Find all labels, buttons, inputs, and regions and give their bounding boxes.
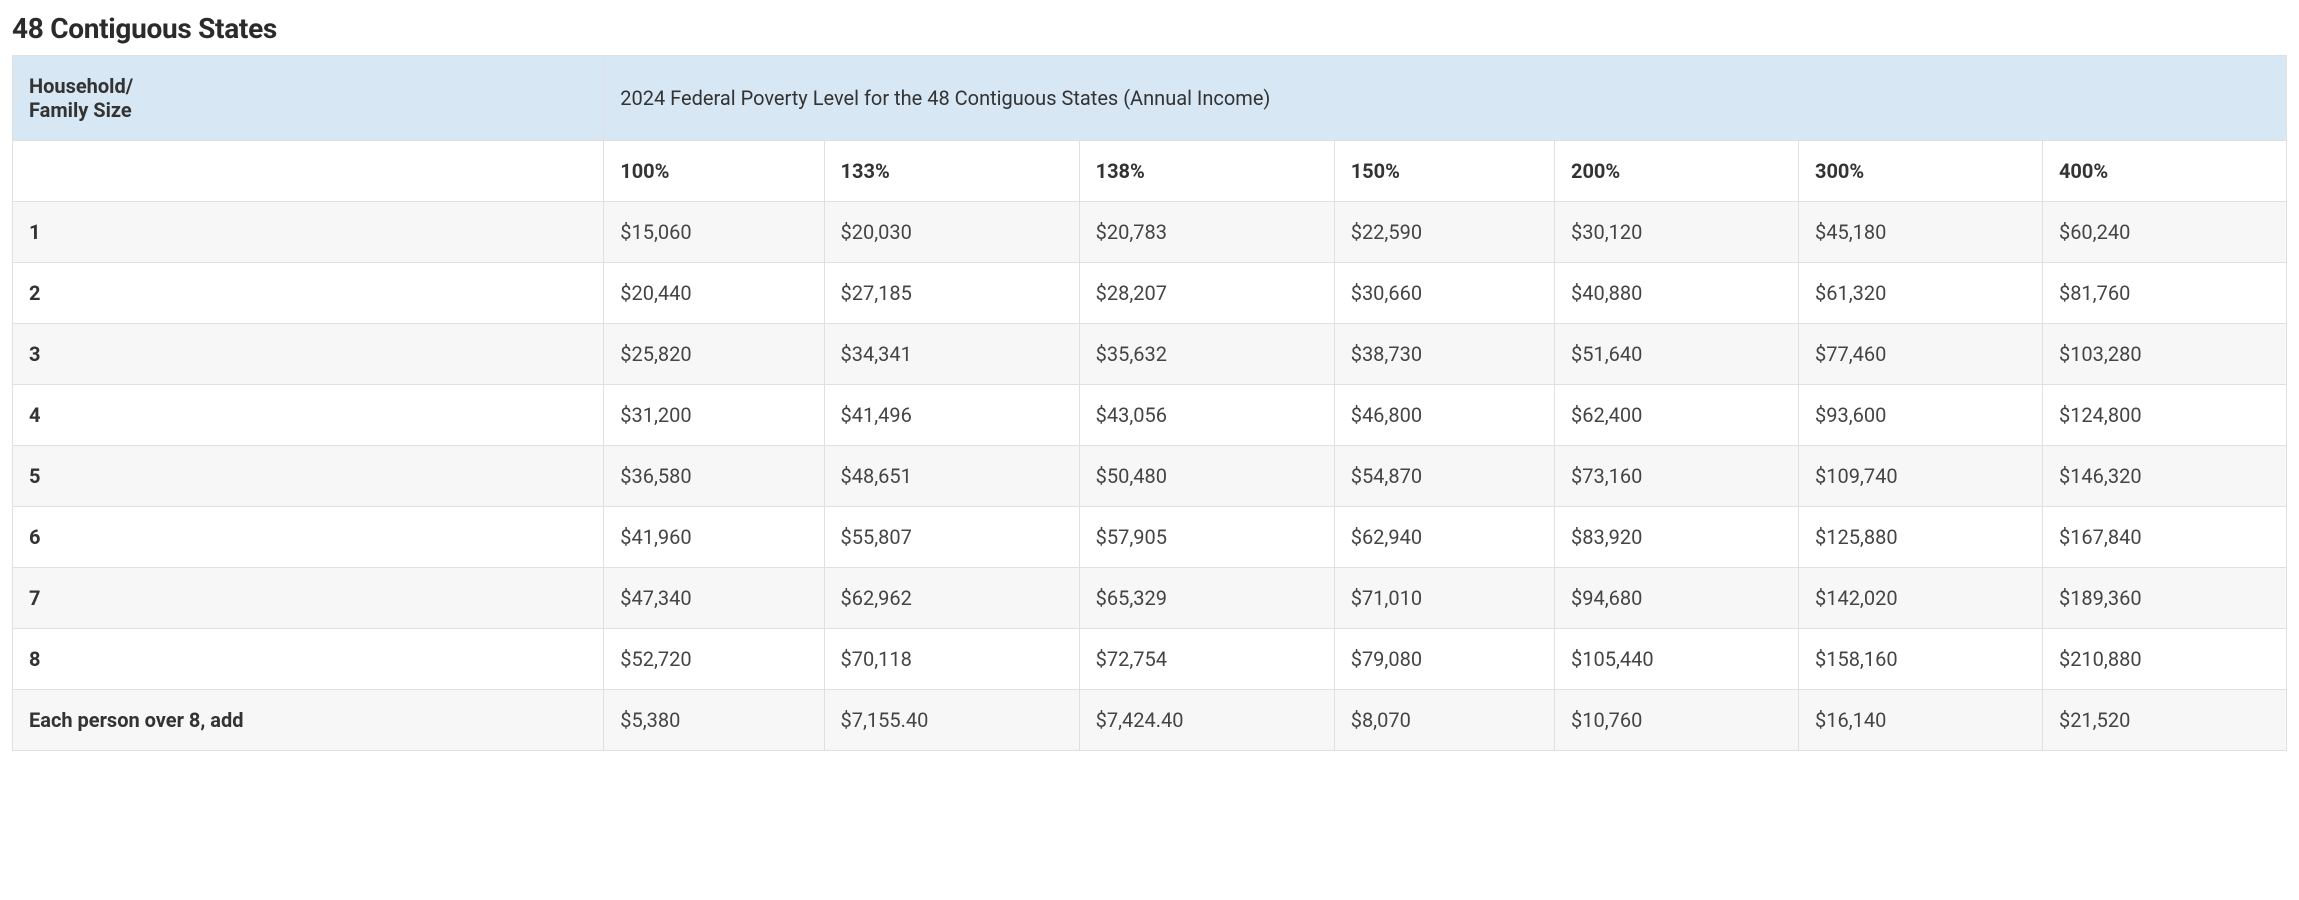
table-row: 7$47,340$62,962$65,329$71,010$94,680$142…	[13, 568, 2287, 629]
percent-header: 300%	[1798, 141, 2042, 202]
page-title: 48 Contiguous States	[12, 12, 2287, 45]
cell: $16,140	[1798, 690, 2042, 751]
cell: $41,496	[824, 385, 1079, 446]
row-label: 5	[13, 446, 604, 507]
percent-header: 400%	[2042, 141, 2286, 202]
cell: $40,880	[1554, 263, 1798, 324]
cell: $72,754	[1079, 629, 1334, 690]
percent-header: 133%	[824, 141, 1079, 202]
cell: $167,840	[2042, 507, 2286, 568]
table-row: 8$52,720$70,118$72,754$79,080$105,440$15…	[13, 629, 2287, 690]
cell: $20,783	[1079, 202, 1334, 263]
table-row: 2$20,440$27,185$28,207$30,660$40,880$61,…	[13, 263, 2287, 324]
percent-header: 138%	[1079, 141, 1334, 202]
row-label: 8	[13, 629, 604, 690]
cell: $189,360	[2042, 568, 2286, 629]
cell: $62,400	[1554, 385, 1798, 446]
household-size-header-line2: Family Size	[29, 98, 132, 122]
cell: $47,340	[604, 568, 824, 629]
cell: $62,962	[824, 568, 1079, 629]
cell: $34,341	[824, 324, 1079, 385]
cell: $27,185	[824, 263, 1079, 324]
table-row: 6$41,960$55,807$57,905$62,940$83,920$125…	[13, 507, 2287, 568]
cell: $77,460	[1798, 324, 2042, 385]
cell: $43,056	[1079, 385, 1334, 446]
table-body: 1$15,060$20,030$20,783$22,590$30,120$45,…	[13, 202, 2287, 751]
cell: $51,640	[1554, 324, 1798, 385]
table-header-row: Household/ Family Size 2024 Federal Pove…	[13, 56, 2287, 141]
cell: $50,480	[1079, 446, 1334, 507]
row-label: 1	[13, 202, 604, 263]
cell: $94,680	[1554, 568, 1798, 629]
cell: $142,020	[1798, 568, 2042, 629]
cell: $105,440	[1554, 629, 1798, 690]
cell: $8,070	[1334, 690, 1554, 751]
table-row: 1$15,060$20,030$20,783$22,590$30,120$45,…	[13, 202, 2287, 263]
cell: $83,920	[1554, 507, 1798, 568]
cell: $81,760	[2042, 263, 2286, 324]
cell: $25,820	[604, 324, 824, 385]
percent-header: 100%	[604, 141, 824, 202]
cell: $93,600	[1798, 385, 2042, 446]
cell: $35,632	[1079, 324, 1334, 385]
cell: $109,740	[1798, 446, 2042, 507]
household-size-header: Household/ Family Size	[13, 56, 604, 141]
row-label: 2	[13, 263, 604, 324]
table-row: Each person over 8, add$5,380$7,155.40$7…	[13, 690, 2287, 751]
cell: $60,240	[2042, 202, 2286, 263]
cell: $20,030	[824, 202, 1079, 263]
cell: $41,960	[604, 507, 824, 568]
table-row: 4$31,200$41,496$43,056$46,800$62,400$93,…	[13, 385, 2287, 446]
cell: $15,060	[604, 202, 824, 263]
cell: $21,520	[2042, 690, 2286, 751]
cell: $10,760	[1554, 690, 1798, 751]
cell: $5,380	[604, 690, 824, 751]
cell: $45,180	[1798, 202, 2042, 263]
table-row: 3$25,820$34,341$35,632$38,730$51,640$77,…	[13, 324, 2287, 385]
cell: $62,940	[1334, 507, 1554, 568]
cell: $30,120	[1554, 202, 1798, 263]
fpl-table: Household/ Family Size 2024 Federal Pove…	[12, 55, 2287, 751]
cell: $28,207	[1079, 263, 1334, 324]
cell: $103,280	[2042, 324, 2286, 385]
cell: $65,329	[1079, 568, 1334, 629]
cell: $38,730	[1334, 324, 1554, 385]
cell: $36,580	[604, 446, 824, 507]
cell: $125,880	[1798, 507, 2042, 568]
percent-header: 150%	[1334, 141, 1554, 202]
cell: $20,440	[604, 263, 824, 324]
table-subtitle: 2024 Federal Poverty Level for the 48 Co…	[604, 56, 2287, 141]
cell: $46,800	[1334, 385, 1554, 446]
cell: $70,118	[824, 629, 1079, 690]
household-size-header-line1: Household/	[29, 74, 133, 98]
cell: $7,155.40	[824, 690, 1079, 751]
cell: $158,160	[1798, 629, 2042, 690]
cell: $79,080	[1334, 629, 1554, 690]
row-label: Each person over 8, add	[13, 690, 604, 751]
row-label: 3	[13, 324, 604, 385]
cell: $71,010	[1334, 568, 1554, 629]
row-label: 7	[13, 568, 604, 629]
percent-header-blank	[13, 141, 604, 202]
row-label: 4	[13, 385, 604, 446]
percent-header: 200%	[1554, 141, 1798, 202]
cell: $55,807	[824, 507, 1079, 568]
cell: $146,320	[2042, 446, 2286, 507]
cell: $31,200	[604, 385, 824, 446]
cell: $57,905	[1079, 507, 1334, 568]
cell: $54,870	[1334, 446, 1554, 507]
cell: $22,590	[1334, 202, 1554, 263]
cell: $61,320	[1798, 263, 2042, 324]
cell: $30,660	[1334, 263, 1554, 324]
cell: $73,160	[1554, 446, 1798, 507]
cell: $124,800	[2042, 385, 2286, 446]
percent-header-row: 100% 133% 138% 150% 200% 300% 400%	[13, 141, 2287, 202]
table-row: 5$36,580$48,651$50,480$54,870$73,160$109…	[13, 446, 2287, 507]
cell: $48,651	[824, 446, 1079, 507]
row-label: 6	[13, 507, 604, 568]
cell: $7,424.40	[1079, 690, 1334, 751]
cell: $210,880	[2042, 629, 2286, 690]
cell: $52,720	[604, 629, 824, 690]
